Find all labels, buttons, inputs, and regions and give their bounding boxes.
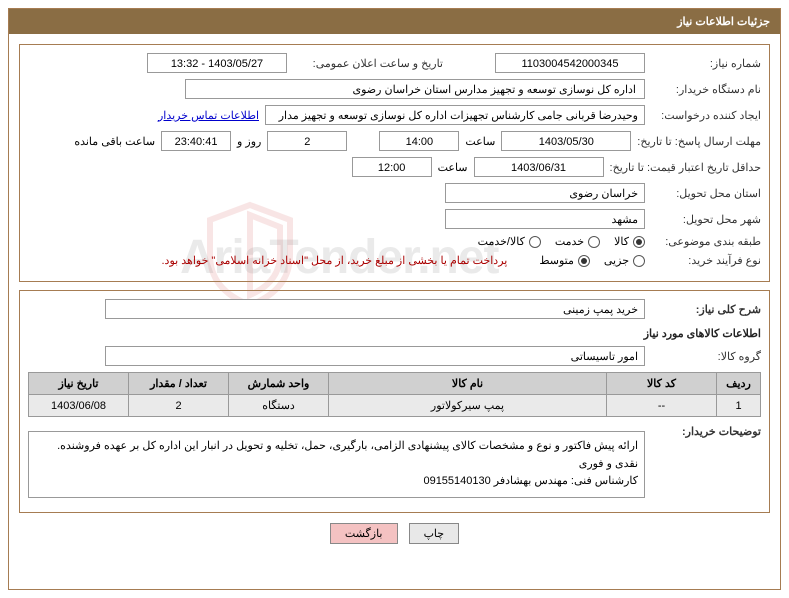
category-label: طبقه بندی موضوعی: — [651, 235, 761, 248]
buyer-notes-label: توضیحات خریدار: — [651, 425, 761, 438]
need-no-label: شماره نیاز: — [651, 57, 761, 70]
delivery-province-value: خراسان رضوی — [445, 183, 645, 203]
th-code: کد کالا — [607, 373, 717, 395]
payment-note: پرداخت تمام یا بخشی از مبلغ خرید، از محل… — [162, 254, 508, 267]
th-unit: واحد شمارش — [229, 373, 329, 395]
buyer-notes-line1: ارائه پیش فاکتور و نوع و مشخصات کالای پی… — [35, 438, 638, 473]
requester-label: ایجاد کننده درخواست: — [651, 109, 761, 122]
th-name: نام کالا — [329, 373, 607, 395]
goods-section-title: اطلاعات کالاهای مورد نیاز — [28, 327, 761, 340]
buyer-org-value: اداره کل نوسازی توسعه و تجهیز مدارس استا… — [185, 79, 645, 99]
th-row: ردیف — [717, 373, 761, 395]
process-label: نوع فرآیند خرید: — [651, 254, 761, 267]
delivery-city-value: مشهد — [445, 209, 645, 229]
buyer-notes-box: ارائه پیش فاکتور و نوع و مشخصات کالای پی… — [28, 431, 645, 498]
print-button[interactable]: چاپ — [409, 523, 460, 544]
cell-code: -- — [607, 395, 717, 417]
contact-link[interactable]: اطلاعات تماس خریدار — [158, 109, 259, 122]
days-remaining: 2 — [267, 131, 347, 151]
goods-group-value: امور تاسیساتی — [105, 346, 645, 366]
radio-medium[interactable]: متوسط — [539, 254, 590, 267]
delivery-province-label: استان محل تحویل: — [651, 187, 761, 200]
deadline-date: 1403/05/30 — [501, 131, 631, 151]
validity-label: حداقل تاریخ اعتبار قیمت: تا تاریخ: — [610, 161, 761, 174]
delivery-city-label: شهر محل تحویل: — [651, 213, 761, 226]
need-desc-box: شرح کلی نیاز: خرید پمپ زمینی اطلاعات کال… — [19, 290, 770, 513]
time-label-2: ساعت — [438, 161, 468, 174]
radio-goods[interactable]: کالا — [614, 235, 645, 248]
goods-group-label: گروه کالا: — [651, 350, 761, 363]
button-row: چاپ بازگشت — [19, 523, 770, 544]
buyer-notes-line2: کارشناس فنی: مهندس بهشادفر 09155140130 — [35, 473, 638, 491]
validity-date: 1403/06/31 — [474, 157, 604, 177]
process-radios: جزیی متوسط — [539, 254, 645, 267]
back-button[interactable]: بازگشت — [330, 523, 398, 544]
remaining-label: ساعت باقی مانده — [74, 135, 155, 148]
buyer-org-label: نام دستگاه خریدار: — [651, 83, 761, 96]
countdown-value: 23:40:41 — [161, 131, 231, 151]
panel-header: جزئیات اطلاعات نیاز — [9, 9, 780, 34]
requester-value: وحیدرضا قربانی جامی کارشناس تجهیزات ادار… — [265, 105, 645, 125]
cell-name: پمپ سیرکولاتور — [329, 395, 607, 417]
cell-row: 1 — [717, 395, 761, 417]
category-radios: کالا خدمت کالا/خدمت — [478, 235, 645, 248]
th-qty: تعداد / مقدار — [129, 373, 229, 395]
need-desc-value: خرید پمپ زمینی — [105, 299, 645, 319]
deadline-time: 14:00 — [379, 131, 459, 151]
table-row: 1 -- پمپ سیرکولاتور دستگاه 2 1403/06/08 — [29, 395, 761, 417]
cell-qty: 2 — [129, 395, 229, 417]
validity-time: 12:00 — [352, 157, 432, 177]
details-box: شماره نیاز: 1103004542000345 تاریخ و ساع… — [19, 44, 770, 282]
announce-value: 1403/05/27 - 13:32 — [147, 53, 287, 73]
days-label: روز و — [237, 135, 261, 148]
deadline-label: مهلت ارسال پاسخ: تا تاریخ: — [637, 135, 761, 148]
announce-label: تاریخ و ساعت اعلان عمومی: — [293, 57, 443, 70]
need-no-value: 1103004542000345 — [495, 53, 645, 73]
radio-partial[interactable]: جزیی — [604, 254, 645, 267]
radio-service[interactable]: خدمت — [555, 235, 600, 248]
panel-content: شماره نیاز: 1103004542000345 تاریخ و ساع… — [9, 34, 780, 554]
time-label-1: ساعت — [465, 135, 495, 148]
cell-unit: دستگاه — [229, 395, 329, 417]
panel-title: جزئیات اطلاعات نیاز — [677, 16, 770, 28]
radio-both[interactable]: کالا/خدمت — [478, 235, 541, 248]
cell-date: 1403/06/08 — [29, 395, 129, 417]
th-date: تاریخ نیاز — [29, 373, 129, 395]
need-desc-label: شرح کلی نیاز: — [651, 303, 761, 316]
main-panel: جزئیات اطلاعات نیاز شماره نیاز: 11030045… — [8, 8, 781, 590]
goods-table: ردیف کد کالا نام کالا واحد شمارش تعداد /… — [28, 372, 761, 417]
